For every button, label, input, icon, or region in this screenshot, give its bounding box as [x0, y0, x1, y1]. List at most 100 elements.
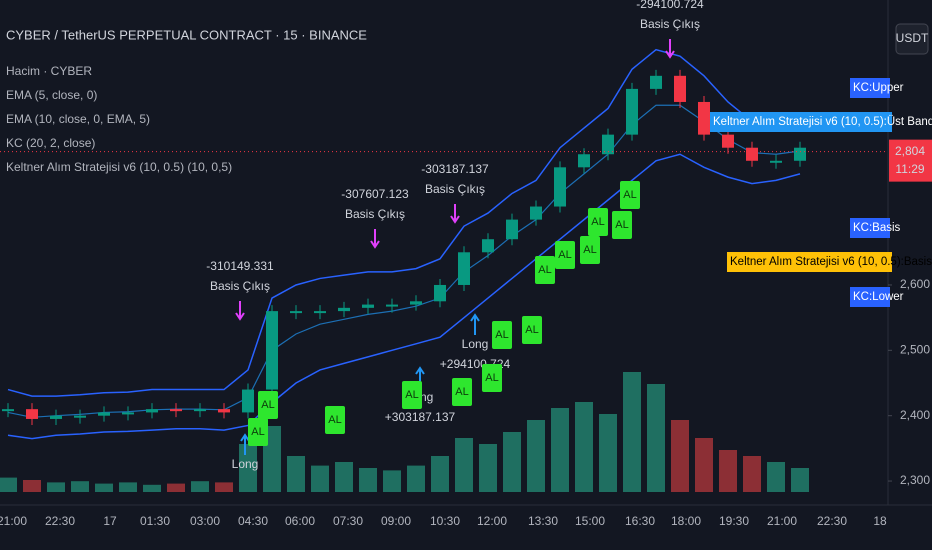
volume-bar: [551, 408, 569, 492]
al-signal: [580, 236, 600, 264]
indicator-legend[interactable]: EMA (5, close, 0): [6, 88, 97, 102]
indicator-legend[interactable]: KC (20, 2, close): [6, 136, 95, 150]
candle: [458, 252, 470, 285]
price-tick-label: 2,400: [900, 408, 930, 422]
line-label: Keltner Alım Stratejisi v6 (10, 0.5):Bas…: [730, 256, 932, 268]
al-signal-label: AL: [495, 329, 508, 341]
candle: [266, 311, 278, 390]
candle: [530, 206, 542, 220]
time-tick-label: 22:30: [817, 514, 847, 528]
candle: [242, 389, 254, 413]
al-signal: [258, 391, 278, 419]
volume-bar: [407, 465, 425, 492]
exit-arrow: [235, 301, 245, 321]
al-signal: [612, 211, 632, 239]
volume-bar: [743, 456, 761, 492]
volume-bar: [311, 465, 329, 492]
volume-bar: [623, 372, 641, 492]
al-signal-label: AL: [328, 414, 341, 426]
candle: [674, 75, 686, 102]
candle: [794, 147, 806, 161]
volume-bar: [23, 480, 41, 492]
al-signal-label: AL: [558, 249, 571, 261]
candle: [386, 304, 398, 307]
volume-bar: [575, 402, 593, 492]
bar-countdown: 11:29: [895, 162, 924, 176]
al-signal: [535, 256, 555, 284]
volume-bar: [71, 481, 89, 492]
volume-bar: [287, 456, 305, 492]
al-signal: [522, 316, 542, 344]
line-label-bg: [710, 112, 892, 132]
al-signal: [555, 241, 575, 269]
volume-bar: [95, 483, 113, 492]
candle: [602, 134, 614, 155]
time-tick-label: 09:00: [381, 514, 411, 528]
exit-label: Basis Çıkış: [345, 207, 405, 221]
indicator-legend[interactable]: Keltner Alım Stratejisi v6 (10, 0.5) (10…: [6, 160, 232, 174]
volume-bar: [719, 450, 737, 492]
currency-button[interactable]: [895, 23, 929, 55]
candle: [770, 160, 782, 163]
exit-arrow: [450, 204, 460, 224]
time-tick-label: 15:00: [575, 514, 605, 528]
al-signal-label: AL: [485, 372, 498, 384]
time-tick-label: 22:30: [45, 514, 75, 528]
candle: [338, 307, 350, 312]
entry-label: Long: [232, 457, 259, 471]
al-signal: [620, 181, 640, 209]
volume-bar: [191, 481, 209, 492]
candle: [122, 412, 134, 415]
volume-bar: [119, 482, 137, 492]
line-label: Keltner Alım Stratejisi v6 (10, 0.5):Üst…: [713, 116, 932, 128]
time-tick-label: 06:00: [285, 514, 315, 528]
line-label-bg: [850, 78, 890, 98]
exit-label: Basis Çıkış: [210, 279, 270, 293]
entry-label: Long: [462, 337, 489, 351]
candle: [50, 415, 62, 419]
price-tick-label: 2,500: [900, 342, 930, 356]
volume-bar: [167, 483, 185, 492]
candle: [218, 409, 230, 413]
last-price-badge: [889, 139, 932, 182]
candle: [650, 75, 662, 89]
al-signal: [482, 364, 502, 392]
price-tick-label: 2,600: [900, 277, 930, 291]
indicator-legend[interactable]: Hacim · CYBER: [6, 64, 92, 78]
volume-bar: [431, 456, 449, 492]
currency-label[interactable]: USDT: [896, 31, 929, 45]
al-signal-label: AL: [455, 386, 468, 398]
candle: [410, 301, 422, 305]
time-tick-label: 12:00: [477, 514, 507, 528]
time-tick-label: 18: [873, 514, 887, 528]
volume-bar: [767, 462, 785, 492]
candle: [434, 284, 446, 302]
exit-label: Basis Çıkış: [640, 17, 700, 31]
volume-bar: [503, 432, 521, 492]
volume-bar: [695, 438, 713, 492]
time-tick-label: 19:30: [719, 514, 749, 528]
al-signal-label: AL: [583, 244, 596, 256]
al-signal: [492, 321, 512, 349]
candle: [290, 311, 302, 314]
volume-bar: [215, 482, 233, 492]
al-signal-label: AL: [538, 264, 551, 276]
last-price-label: 2,804: [895, 144, 925, 158]
time-tick-label: 10:30: [430, 514, 460, 528]
indicator-legend[interactable]: EMA (10, close, 0, EMA, 5): [6, 112, 150, 126]
al-signal: [402, 381, 422, 409]
entry-arrow: [240, 433, 250, 455]
time-tick-label: 13:30: [528, 514, 558, 528]
volume-bar: [383, 470, 401, 492]
volume-bar: [239, 444, 257, 492]
time-tick-label: 01:30: [140, 514, 170, 528]
time-tick-label: 16:30: [625, 514, 655, 528]
time-tick-label: 07:30: [333, 514, 363, 528]
price-tick-label: 2,300: [900, 473, 930, 487]
volume-bar: [455, 438, 473, 492]
line-label: KC:Lower: [853, 291, 904, 303]
time-tick-label: 04:30: [238, 514, 268, 528]
exit-amount: -310149.331: [206, 259, 274, 273]
volume-bar: [647, 384, 665, 492]
